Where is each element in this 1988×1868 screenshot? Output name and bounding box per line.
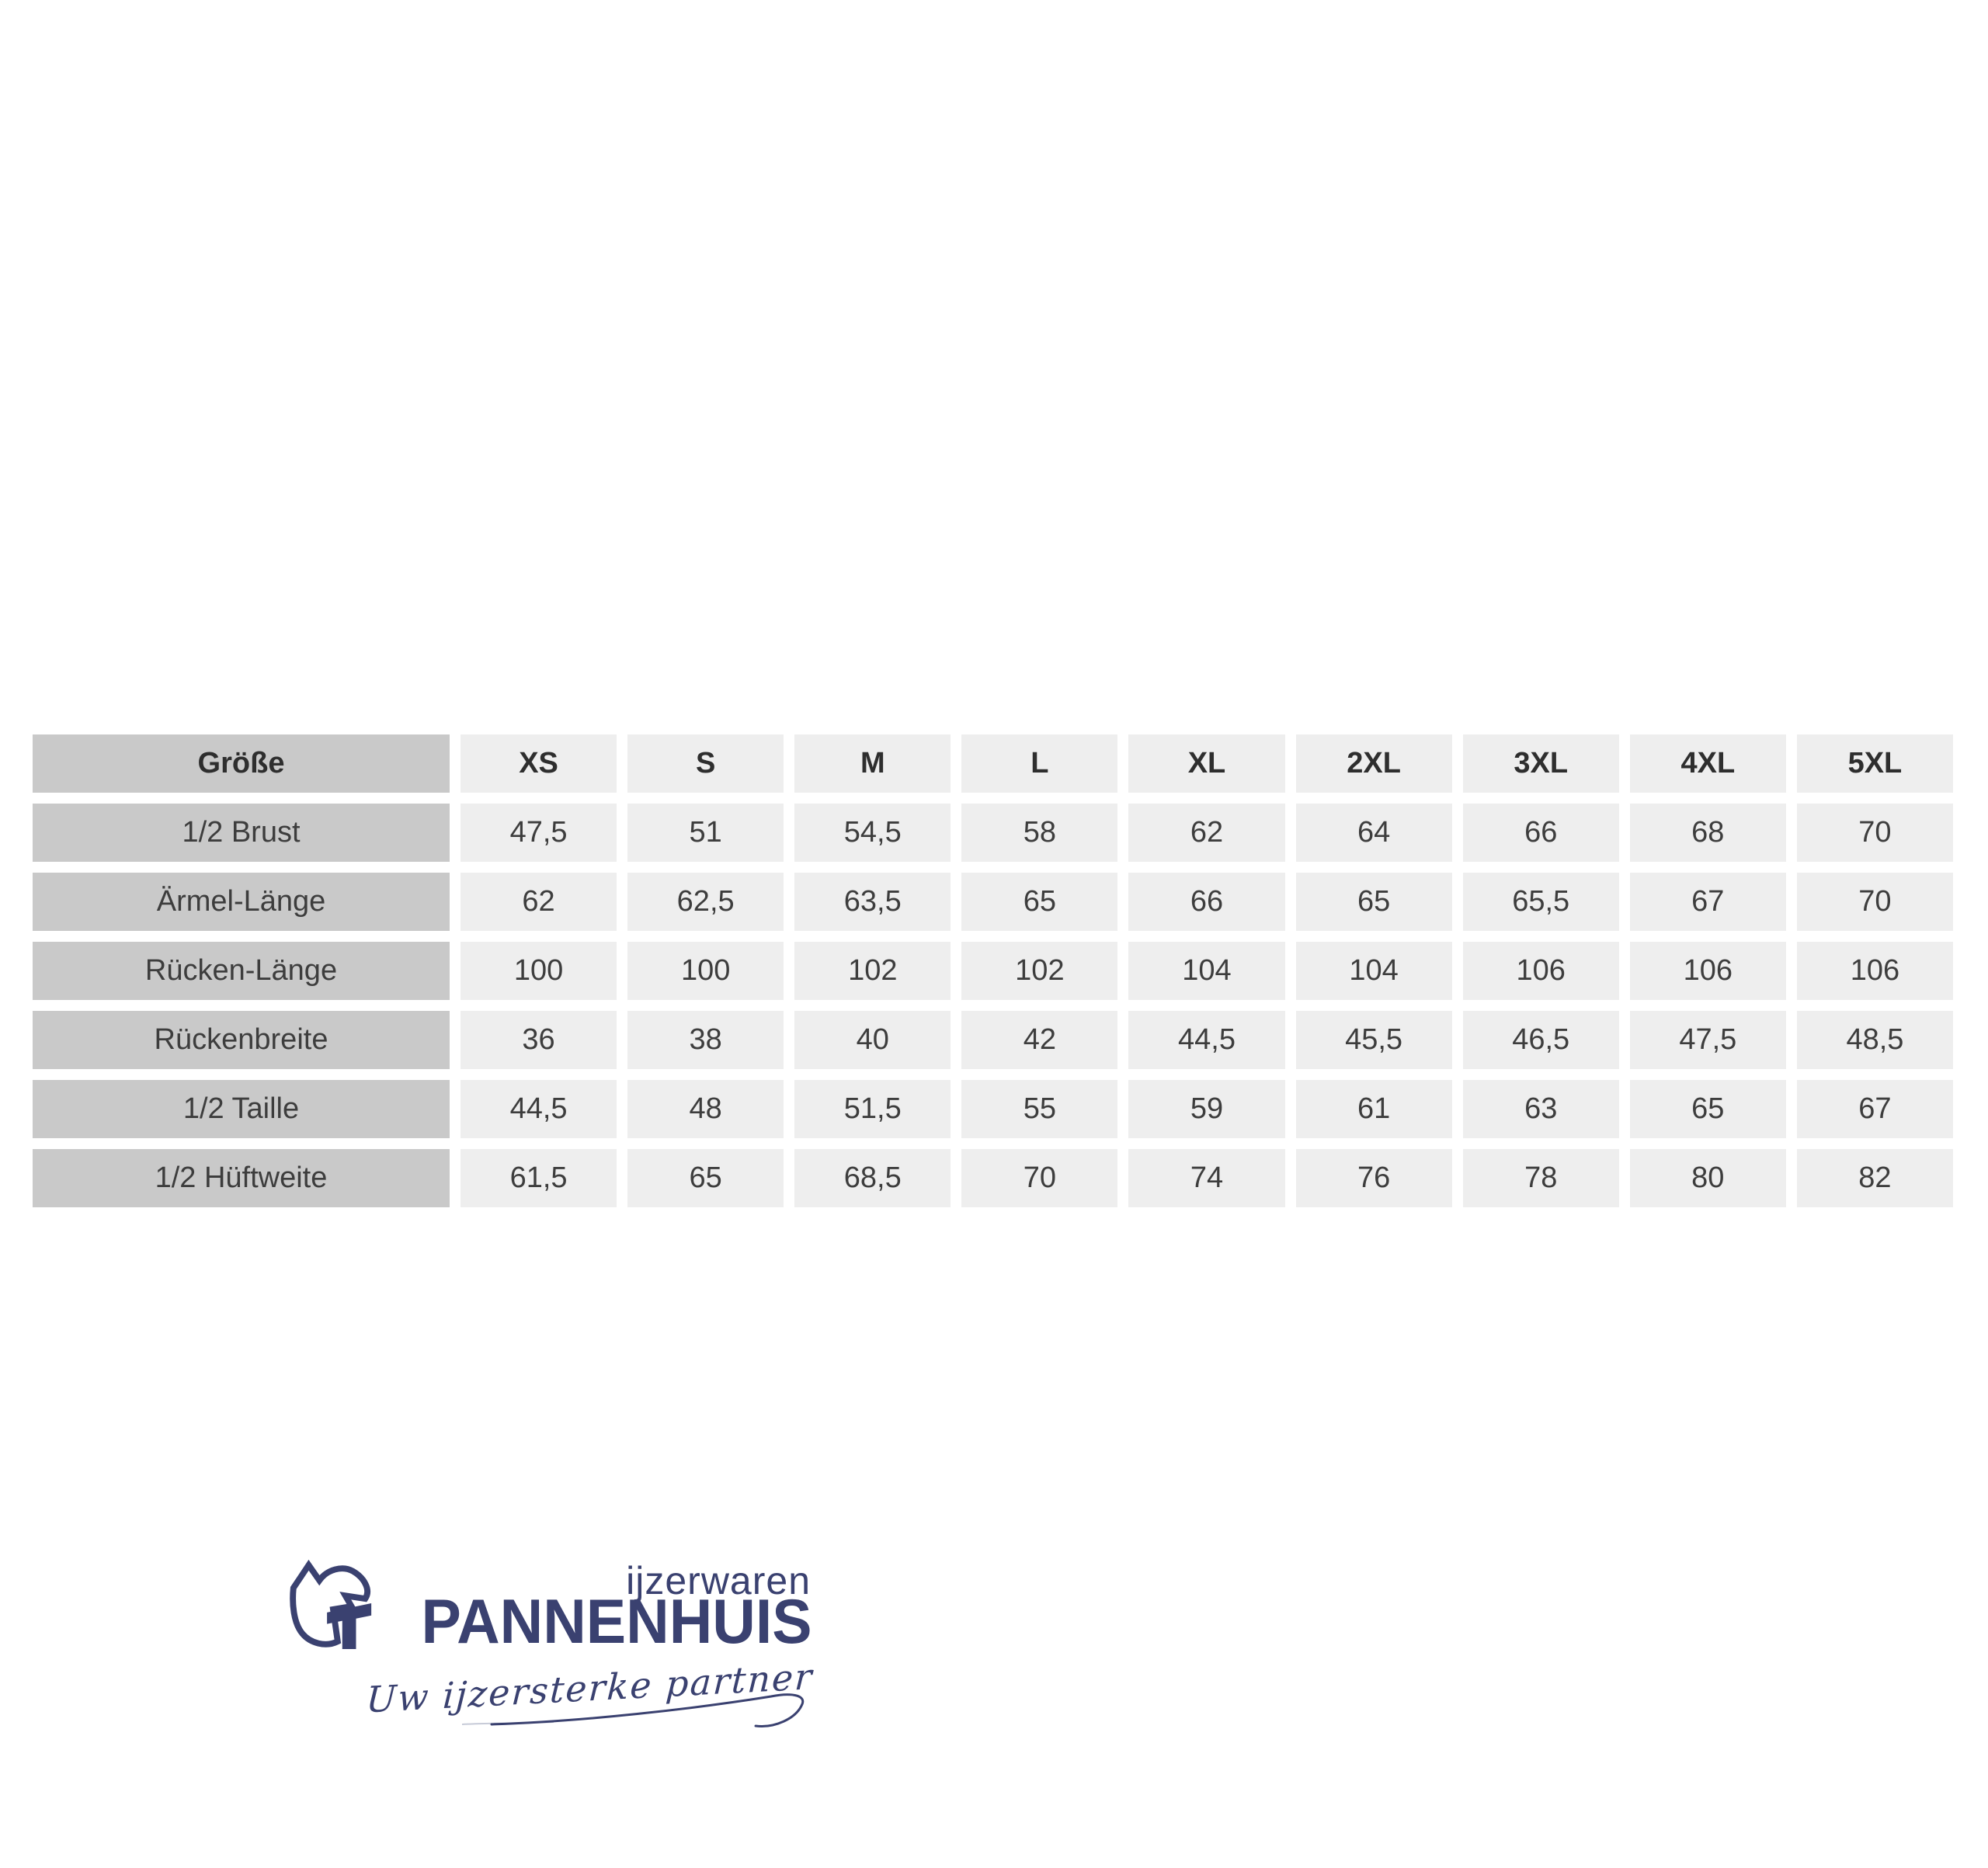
size-column-header: XS [461,734,617,793]
size-value-cell: 65,5 [1462,873,1619,931]
size-value-cell: 70 [961,1149,1118,1207]
measurement-row-label: Rückenbreite [33,1011,450,1069]
size-value-cell: 62 [1128,804,1285,862]
size-value-cell: 58 [961,804,1118,862]
measurement-row-label: 1/2 Brust [33,804,450,862]
size-value-cell: 47,5 [1629,1011,1786,1069]
logo-company-name: PANNENHUIS [421,1587,812,1657]
size-value-cell: 102 [794,942,951,1000]
size-value-cell: 80 [1629,1149,1786,1207]
size-column-header: M [794,734,951,793]
size-value-cell: 82 [1796,1149,1953,1207]
size-value-cell: 102 [961,942,1118,1000]
size-value-cell: 104 [1295,942,1452,1000]
size-value-cell: 76 [1295,1149,1452,1207]
size-chart-table: Größe XS S M L XL 2XL 3XL 4XL 5XL 1/2 Brust 47,5 51 5… [33,734,1953,1207]
size-value-cell: 38 [627,1011,784,1069]
size-column-header: 3XL [1462,734,1619,793]
size-value-cell: 44,5 [461,1080,617,1138]
measurement-row-label: 1/2 Hüftweite [33,1149,450,1207]
size-value-cell: 42 [961,1011,1118,1069]
size-value-cell: 44,5 [1128,1011,1285,1069]
size-column-header: XL [1128,734,1285,793]
size-value-cell: 68 [1629,804,1786,862]
size-value-cell: 63,5 [794,873,951,931]
size-value-cell: 66 [1462,804,1619,862]
size-value-cell: 70 [1796,804,1953,862]
size-value-cell: 65 [1295,873,1452,931]
size-value-cell: 48,5 [1796,1011,1953,1069]
size-value-cell: 61,5 [461,1149,617,1207]
logo-subtitle: ijzerwaren [626,1559,811,1602]
size-value-cell: 68,5 [794,1149,951,1207]
size-value-cell: 65 [627,1149,784,1207]
size-value-cell: 66 [1128,873,1285,931]
hand-holding-tile-logo-icon [290,1559,372,1650]
size-column-header: L [961,734,1118,793]
size-value-cell: 54,5 [794,804,951,862]
measurement-row-label: Rücken-Länge [33,942,450,1000]
size-value-cell: 106 [1462,942,1619,1000]
size-column-header: 2XL [1295,734,1452,793]
size-value-cell: 100 [627,942,784,1000]
size-value-cell: 70 [1796,873,1953,931]
size-value-cell: 51 [627,804,784,862]
size-column-header: 4XL [1629,734,1786,793]
size-value-cell: 65 [961,873,1118,931]
table-corner-header: Größe [33,734,450,793]
size-value-cell: 62 [461,873,617,931]
size-value-cell: 45,5 [1295,1011,1452,1069]
size-value-cell: 100 [461,942,617,1000]
size-value-cell: 40 [794,1011,951,1069]
size-value-cell: 36 [461,1011,617,1069]
size-value-cell: 64 [1295,804,1452,862]
size-value-cell: 55 [961,1080,1118,1138]
logo-swoosh-underline [461,1693,805,1727]
size-value-cell: 78 [1462,1149,1619,1207]
size-column-header: 5XL [1796,734,1953,793]
size-value-cell: 74 [1128,1149,1285,1207]
brand-logo: ijzerwaren PANNENHUIS Uw ijzersterke par… [286,1557,814,1821]
size-value-cell: 59 [1128,1080,1285,1138]
size-value-cell: 63 [1462,1080,1619,1138]
size-value-cell: 46,5 [1462,1011,1619,1069]
size-value-cell: 51,5 [794,1080,951,1138]
size-value-cell: 62,5 [627,873,784,931]
size-value-cell: 104 [1128,942,1285,1000]
size-value-cell: 47,5 [461,804,617,862]
size-value-cell: 106 [1629,942,1786,1000]
size-column-header: S [627,734,784,793]
size-value-cell: 65 [1629,1080,1786,1138]
size-value-cell: 67 [1629,873,1786,931]
size-value-cell: 106 [1796,942,1953,1000]
size-value-cell: 67 [1796,1080,1953,1138]
measurement-row-label: Ärmel-Länge [33,873,450,931]
measurement-row-label: 1/2 Taille [33,1080,450,1138]
size-value-cell: 61 [1295,1080,1452,1138]
size-value-cell: 48 [627,1080,784,1138]
